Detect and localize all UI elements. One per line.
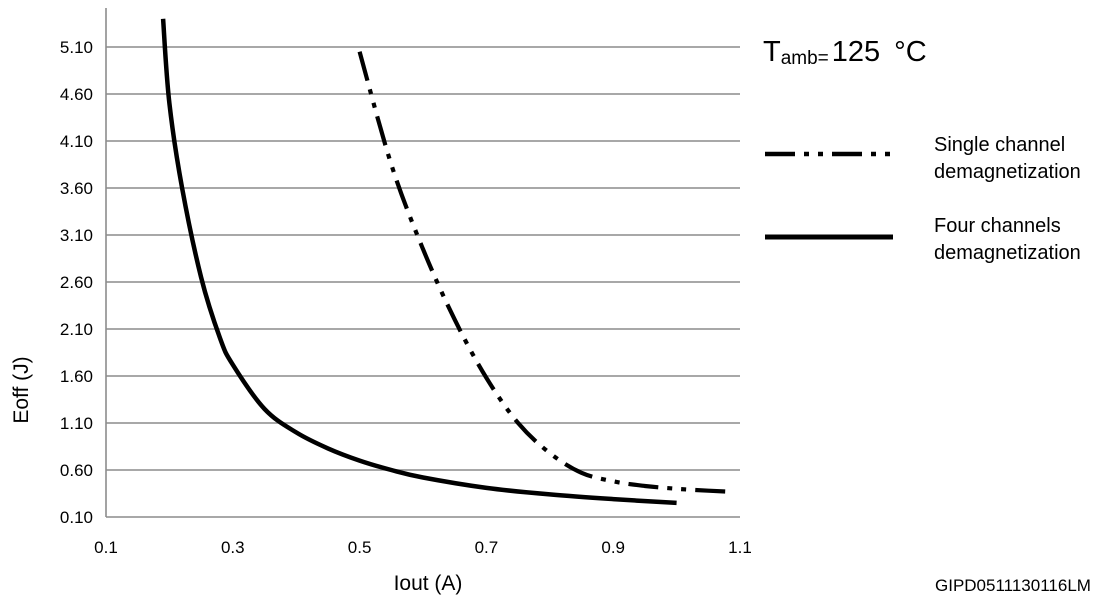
- y-tick-label: 2.60: [60, 273, 93, 292]
- y-tick-label: 3.10: [60, 226, 93, 245]
- y-tick-label: 3.60: [60, 179, 93, 198]
- ambient-temperature-condition: Tamb= 125 °C: [763, 36, 927, 69]
- legend-single-line-1: Single channel: [934, 134, 1065, 156]
- y-tick-label: 4.60: [60, 85, 93, 104]
- x-axis-label: Iout (A): [394, 572, 463, 595]
- legend: Single channel demagnetization Four chan…: [765, 134, 1081, 264]
- condition-unit: °C: [894, 36, 927, 68]
- legend-single-line-2: demagnetization: [934, 161, 1081, 183]
- y-tick-label: 0.60: [60, 461, 93, 480]
- grid-lines: [105, 8, 740, 518]
- y-tick-label: 0.10: [60, 508, 93, 527]
- condition-subscript: amb=: [781, 48, 829, 69]
- x-tick-labels: 0.1 0.3 0.5 0.7 0.9 1.1: [94, 538, 752, 557]
- x-tick-label: 1.1: [728, 538, 752, 557]
- x-tick-label: 0.7: [475, 538, 499, 557]
- x-tick-label: 0.3: [221, 538, 245, 557]
- y-tick-labels: 0.10 0.60 1.10 1.60 2.10 2.60 3.10 3.60 4.10 4.60…: [60, 38, 93, 527]
- series-line-four-channels: [160, 18, 677, 506]
- x-tick-label: 0.9: [601, 538, 625, 557]
- y-tick-label: 4.10: [60, 132, 93, 151]
- legend-label-single-channel: Single channel demagnetization: [934, 134, 1081, 183]
- figure-code: GIPD0511130116LM: [935, 576, 1091, 595]
- y-tick-label: 1.60: [60, 367, 93, 386]
- x-tick-label: 0.1: [94, 538, 118, 557]
- series-line-single-channel: [357, 51, 728, 494]
- condition-value: 125: [832, 36, 880, 68]
- x-tick-label: 0.5: [348, 538, 372, 557]
- y-axis-label: Eoff (J): [10, 356, 33, 423]
- series-lines: [160, 18, 728, 506]
- legend-four-line-2: demagnetization: [934, 242, 1081, 264]
- y-tick-label: 2.10: [60, 320, 93, 339]
- condition-t-symbol: T: [763, 36, 781, 68]
- legend-label-four-channels: Four channels demagnetization: [934, 215, 1081, 264]
- legend-four-line-1: Four channels: [934, 215, 1061, 237]
- y-tick-label: 5.10: [60, 38, 93, 57]
- y-tick-label: 1.10: [60, 414, 93, 433]
